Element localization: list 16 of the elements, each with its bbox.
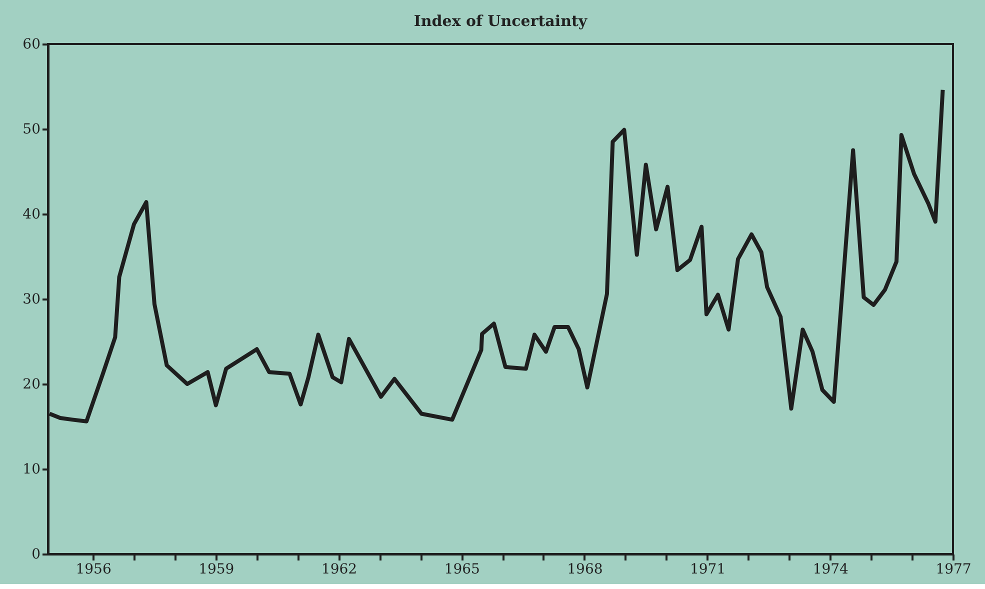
x-tick-label: 1962: [321, 562, 358, 578]
x-tick-label: 1956: [76, 562, 112, 578]
y-tick-label: 50: [22, 122, 40, 138]
x-tick-label: 1959: [198, 562, 234, 578]
chart-title: Index of Uncertainty: [414, 12, 588, 30]
x-tick-label: 1974: [812, 562, 849, 578]
y-tick-label: 60: [22, 36, 40, 52]
y-tick-label: 0: [32, 546, 40, 562]
y-tick-label: 10: [22, 462, 40, 478]
x-tick-label: 1977: [936, 562, 972, 578]
x-tick-label: 1965: [444, 562, 480, 578]
y-tick-label: 30: [22, 292, 40, 308]
x-tick-label: 1971: [690, 562, 726, 578]
y-tick-label: 40: [22, 206, 40, 222]
x-tick-label: 1968: [567, 562, 603, 578]
y-tick-label: 20: [22, 376, 40, 392]
